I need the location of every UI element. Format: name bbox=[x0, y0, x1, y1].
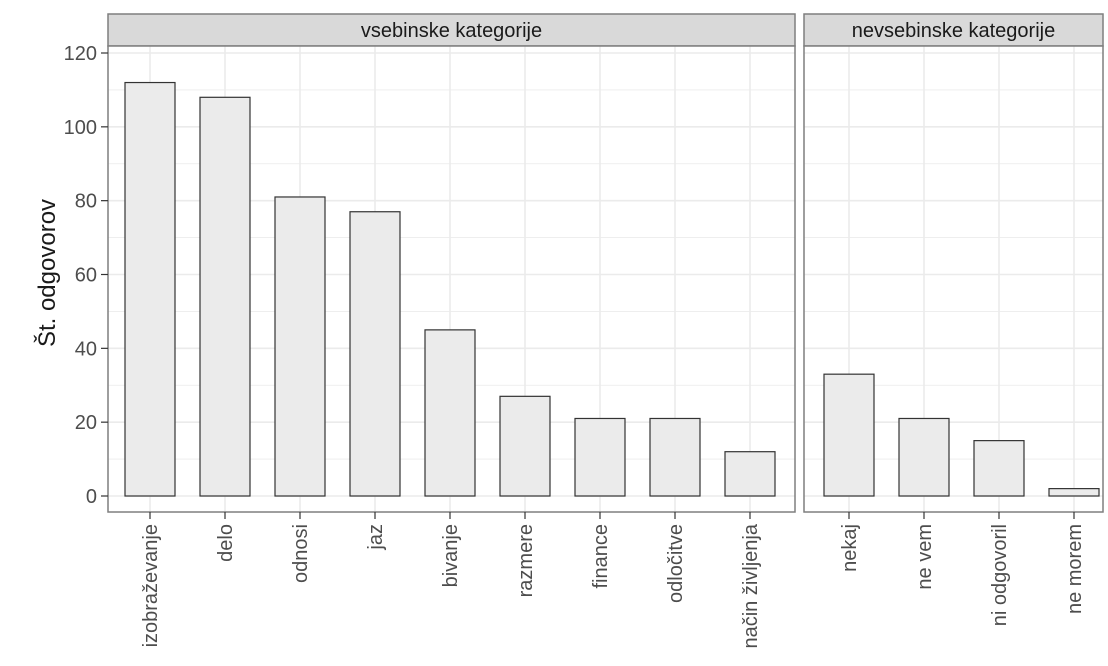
panel-border bbox=[107, 45, 796, 513]
x-tick-label: nekaj bbox=[839, 524, 861, 572]
facet-strip bbox=[803, 13, 1104, 47]
y-tick-label: 60 bbox=[75, 265, 97, 287]
x-tick-label: razmere bbox=[515, 524, 537, 597]
x-tick-label: delo bbox=[215, 524, 237, 562]
y-tick-label: 0 bbox=[86, 486, 97, 508]
x-tick-label: način življenja bbox=[740, 523, 762, 648]
bar bbox=[349, 211, 401, 497]
facet-strip-label: nevsebinske kategorije bbox=[852, 20, 1055, 42]
y-tick-label: 100 bbox=[64, 117, 97, 139]
x-tick-label: izobraževanje bbox=[140, 524, 162, 647]
x-tick-label: odločitve bbox=[665, 524, 687, 603]
panel-border bbox=[803, 45, 1104, 513]
bar bbox=[724, 451, 776, 497]
bar bbox=[823, 373, 875, 497]
x-tick-label: ne morem bbox=[1064, 524, 1086, 614]
x-tick-label: ni odgovoril bbox=[989, 524, 1011, 626]
bar bbox=[424, 329, 476, 497]
facet-panel: vsebinske kategorije izobraževanje delo odn… bbox=[107, 13, 796, 649]
x-tick-label: odnosi bbox=[290, 524, 312, 583]
x-tick-label: finance bbox=[590, 524, 612, 589]
bar bbox=[1048, 488, 1100, 497]
bar bbox=[649, 417, 701, 497]
facet-strip bbox=[107, 13, 796, 47]
y-tick-label: 20 bbox=[75, 412, 97, 434]
bar bbox=[499, 395, 551, 497]
bar bbox=[274, 196, 326, 497]
x-tick-label: ne vem bbox=[914, 524, 936, 590]
x-tick-label: bivanje bbox=[440, 524, 462, 587]
y-axis-label: Št. odgovorov bbox=[33, 199, 61, 347]
bar bbox=[124, 81, 176, 497]
y-tick-label: 120 bbox=[64, 43, 97, 65]
x-tick-label: jaz bbox=[365, 524, 387, 551]
facet-panel: nevsebinske kategorije nekaj ne vem ni odgo… bbox=[803, 13, 1104, 626]
y-tick-label: 80 bbox=[75, 191, 97, 213]
bar bbox=[973, 440, 1025, 497]
bar bbox=[199, 96, 251, 497]
facet-strip-label: vsebinske kategorije bbox=[361, 20, 542, 42]
bar bbox=[574, 417, 626, 497]
y-tick-label: 40 bbox=[75, 338, 97, 360]
bar bbox=[898, 417, 950, 497]
